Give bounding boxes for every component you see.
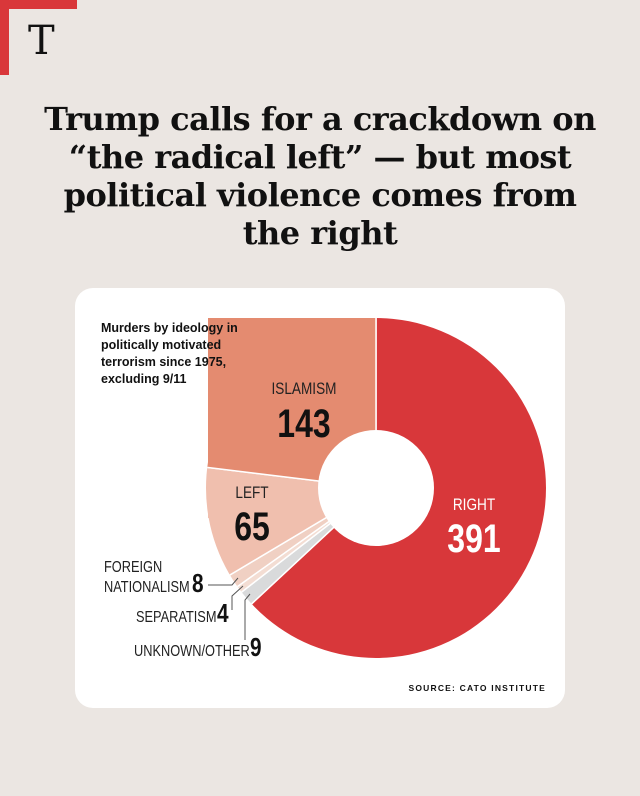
donut-hole xyxy=(318,430,434,546)
leader-separatism xyxy=(231,585,244,610)
label-foreign-name-1: FOREIGN xyxy=(104,559,162,577)
label-foreign-name-2: NATIONALISM xyxy=(104,579,190,597)
label-separatism-name: SEPARATISM xyxy=(136,609,217,627)
label-islamism-name: ISLAMISM xyxy=(272,380,337,399)
label-left-value: 65 xyxy=(234,504,270,549)
label-islamism-value: 143 xyxy=(277,401,330,446)
leader-foreign xyxy=(208,577,239,586)
slice-foreign-nationalism xyxy=(206,487,377,658)
label-unknown-value: 9 xyxy=(250,633,262,662)
label-right-value: 391 xyxy=(447,516,500,561)
brand-corner-left xyxy=(0,0,9,75)
label-separatism-value: 4 xyxy=(217,599,229,628)
chart-note: Murders by ideology in politically motiv… xyxy=(101,321,238,386)
source-credit: SOURCE: CATO INSTITUTE xyxy=(408,683,546,693)
headline: Trump calls for a crackdown on “the radi… xyxy=(44,100,596,252)
label-foreign-value: 8 xyxy=(192,569,204,598)
logo: T xyxy=(28,18,55,64)
slice-separatism xyxy=(206,487,377,658)
brand-corner-top xyxy=(0,0,77,9)
label-unknown-name: UNKNOWN/OTHER xyxy=(134,643,250,661)
label-right-name: RIGHT xyxy=(453,496,496,515)
leader-unknown xyxy=(244,593,251,640)
label-left-name: LEFT xyxy=(235,484,269,503)
slice-islamism xyxy=(206,318,377,489)
slice-unknown-other xyxy=(206,487,377,658)
